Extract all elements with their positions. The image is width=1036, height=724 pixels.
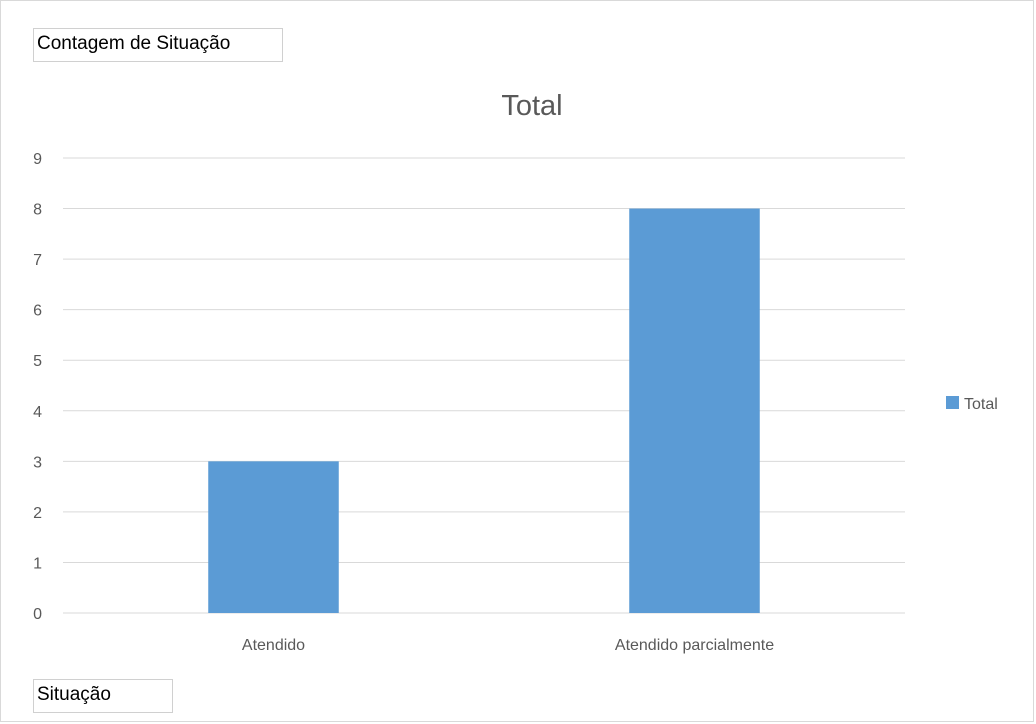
bars [208,208,760,614]
chart-title: Total [501,90,562,122]
y-tick-label: 7 [33,252,42,269]
legend[interactable]: Total [946,396,998,413]
x-axis-tick-labels: Atendido Atendido parcialmente [242,637,774,654]
x-tick-label: Atendido [242,637,305,654]
y-tick-label: 1 [33,555,42,572]
legend-swatch [946,396,959,409]
legend-label: Total [964,396,998,413]
bar[interactable] [629,208,760,614]
axis-field-button[interactable]: Situação [33,679,173,713]
gridlines [63,157,905,614]
y-tick-label: 9 [33,151,42,168]
value-field-button[interactable]: Contagem de Situação [33,28,283,62]
y-axis-tick-labels: 0 1 2 3 4 5 6 7 8 9 [33,151,42,623]
y-tick-label: 6 [33,303,42,320]
x-tick-label: Atendido parcialmente [615,637,774,654]
bar[interactable] [208,461,339,613]
y-tick-label: 2 [33,505,42,522]
y-tick-label: 5 [33,353,42,370]
y-tick-label: 8 [33,202,42,219]
y-tick-label: 0 [33,606,42,623]
y-tick-label: 3 [33,454,42,471]
y-tick-label: 4 [33,404,42,421]
